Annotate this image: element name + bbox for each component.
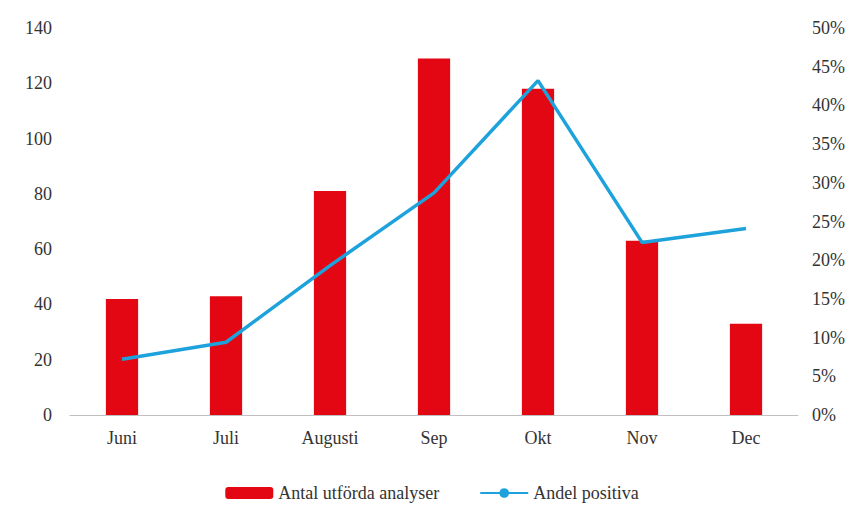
svg-text:10%: 10%: [812, 328, 845, 348]
svg-text:0%: 0%: [812, 405, 836, 425]
svg-text:45%: 45%: [812, 57, 845, 77]
svg-text:15%: 15%: [812, 289, 845, 309]
svg-text:120: 120: [25, 73, 52, 93]
svg-text:50%: 50%: [812, 18, 845, 38]
svg-text:100: 100: [25, 129, 52, 149]
svg-text:60: 60: [34, 239, 52, 259]
svg-text:80: 80: [34, 184, 52, 204]
svg-text:Okt: Okt: [525, 428, 552, 448]
svg-text:40%: 40%: [812, 95, 845, 115]
svg-text:Sep: Sep: [421, 428, 448, 448]
svg-text:20%: 20%: [812, 250, 845, 270]
svg-text:Andel positiva: Andel positiva: [533, 483, 639, 503]
svg-text:0: 0: [43, 405, 52, 425]
svg-text:Antal utförda analyser: Antal utförda analyser: [278, 483, 439, 503]
svg-text:Dec: Dec: [732, 428, 761, 448]
svg-text:25%: 25%: [812, 212, 845, 232]
svg-text:Augusti: Augusti: [301, 428, 358, 448]
svg-text:5%: 5%: [812, 366, 836, 386]
svg-text:Juni: Juni: [107, 428, 137, 448]
svg-text:Nov: Nov: [627, 428, 658, 448]
svg-text:20: 20: [34, 350, 52, 370]
svg-text:Juli: Juli: [213, 428, 239, 448]
svg-text:140: 140: [25, 18, 52, 38]
svg-text:30%: 30%: [812, 173, 845, 193]
svg-text:40: 40: [34, 294, 52, 314]
svg-text:35%: 35%: [812, 134, 845, 154]
